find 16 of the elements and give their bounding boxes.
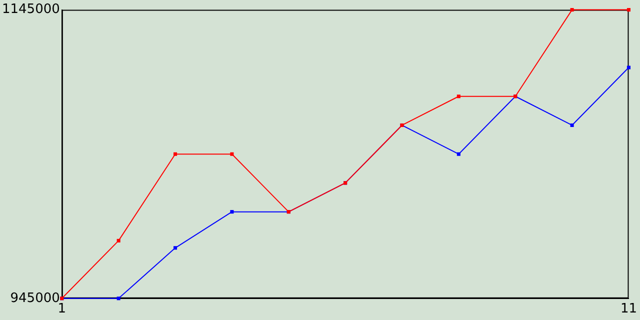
x-tick-label: 1	[58, 302, 66, 317]
y-tick-label: 1145000	[2, 2, 60, 18]
point	[173, 246, 178, 250]
point	[456, 152, 460, 156]
point	[230, 152, 234, 156]
point	[173, 152, 178, 156]
point	[456, 94, 460, 98]
point	[570, 8, 574, 12]
point	[570, 123, 574, 128]
point	[626, 8, 630, 12]
y-tick-label: 945000	[10, 290, 60, 306]
point	[116, 238, 120, 242]
point	[626, 66, 630, 70]
point	[230, 210, 234, 214]
x-tick-label: 11	[620, 302, 637, 317]
point	[116, 296, 120, 300]
